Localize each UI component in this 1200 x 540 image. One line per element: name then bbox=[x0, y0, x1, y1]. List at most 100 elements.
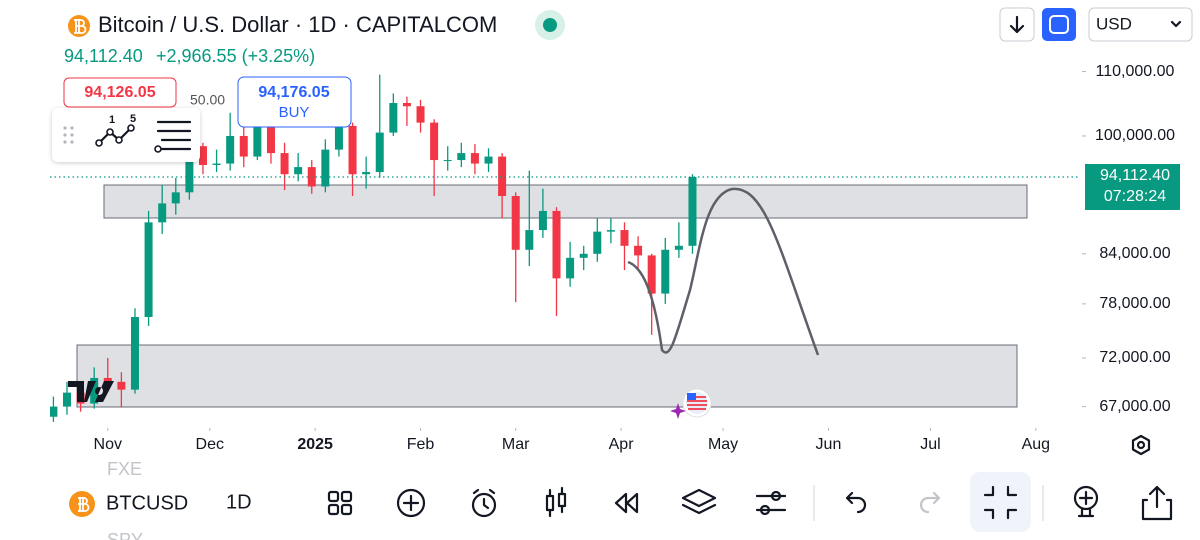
price-change: +2,966.55 (+3.25%) bbox=[156, 46, 315, 66]
x-tick-label: 2025 bbox=[297, 436, 333, 453]
trade-panel: 50.00 94,126.05 94,176.05 BUY bbox=[63, 76, 352, 128]
menu-icon[interactable] bbox=[156, 120, 192, 151]
settings-icon[interactable] bbox=[1131, 434, 1151, 456]
x-tick-label: Mar bbox=[502, 436, 530, 453]
candle-body bbox=[239, 135, 248, 157]
buy-button[interactable] bbox=[237, 76, 352, 128]
x-tick-label: Feb bbox=[407, 436, 435, 453]
candle-body bbox=[212, 163, 221, 165]
buy-label: BUY bbox=[279, 104, 310, 121]
candle-body bbox=[50, 406, 58, 417]
x-tick-label: Aug bbox=[1022, 436, 1050, 453]
candle-body bbox=[348, 125, 357, 175]
object-tree-icon[interactable] bbox=[1073, 485, 1099, 518]
candle-body bbox=[334, 125, 343, 150]
resistance-zone bbox=[103, 184, 1028, 219]
grip bbox=[63, 126, 74, 144]
currency-select[interactable] bbox=[1088, 7, 1193, 42]
tradingview-logo bbox=[68, 381, 114, 402]
sync-button[interactable] bbox=[1042, 8, 1076, 41]
candle-body bbox=[525, 230, 534, 250]
candle-body bbox=[498, 156, 507, 197]
undo-icon[interactable] bbox=[845, 491, 867, 514]
candle-body bbox=[144, 222, 153, 317]
candle-body bbox=[389, 103, 398, 133]
currency-label: USD bbox=[1096, 14, 1132, 33]
y-tick-label: 78,000.00 bbox=[1099, 295, 1170, 312]
chart-type-icon[interactable] bbox=[545, 486, 567, 518]
layers-icon[interactable] bbox=[681, 488, 717, 515]
candle-body bbox=[117, 381, 126, 390]
sell-price: 94,126.05 bbox=[84, 84, 155, 101]
countdown-label: 07:28:24 bbox=[1104, 188, 1166, 205]
candle-body bbox=[130, 316, 139, 390]
x-tick-label: Jul bbox=[920, 436, 940, 453]
flag-stripes bbox=[687, 396, 707, 410]
symbol-title: Bitcoin / U.S. Dollar · 1D · CAPITALCOM bbox=[98, 12, 497, 37]
add-icon[interactable] bbox=[396, 488, 426, 518]
last-price-box bbox=[1085, 163, 1180, 210]
candle-body bbox=[375, 132, 384, 173]
candle-body bbox=[566, 257, 575, 279]
candle-body bbox=[280, 153, 289, 175]
y-tick-label: 72,000.00 bbox=[1099, 349, 1170, 366]
y-tick-label: 67,000.00 bbox=[1099, 398, 1170, 415]
line-tool-icon[interactable] bbox=[97, 126, 133, 145]
download-icon bbox=[1009, 15, 1025, 34]
share-icon[interactable] bbox=[1141, 485, 1173, 521]
redo-icon[interactable] bbox=[919, 491, 941, 514]
candle-body bbox=[620, 230, 629, 246]
watchlist-symbol: FXE bbox=[107, 459, 142, 479]
watchlist-symbol: SPY bbox=[107, 530, 143, 540]
candle-body bbox=[402, 103, 411, 107]
candle-body bbox=[266, 125, 275, 154]
candle-body bbox=[321, 149, 330, 187]
y-tick-label: 84,000.00 bbox=[1099, 245, 1170, 262]
interval-button[interactable]: 1D bbox=[226, 491, 252, 513]
candle-body bbox=[538, 210, 547, 231]
candle-body bbox=[103, 377, 112, 382]
candle-body bbox=[606, 230, 615, 232]
candle-body bbox=[416, 106, 425, 123]
candle-body bbox=[661, 249, 670, 294]
sell-button[interactable] bbox=[63, 77, 177, 108]
replay-icon[interactable] bbox=[614, 492, 639, 514]
last-price-label: 94,112.40 bbox=[1100, 167, 1170, 184]
fullscreen-button[interactable] bbox=[970, 472, 1031, 532]
y-tick-label: 110,000.00 bbox=[1096, 63, 1175, 80]
candle-body bbox=[457, 153, 466, 161]
support-zone bbox=[76, 344, 1018, 408]
candle-body bbox=[362, 172, 371, 175]
drawing-toolbar: 1 5 bbox=[52, 108, 200, 162]
market-status-dot bbox=[543, 18, 557, 32]
candle-body bbox=[688, 176, 697, 246]
toolbar-panel bbox=[52, 108, 200, 162]
x-tick-label: Nov bbox=[94, 436, 122, 453]
projection-curve bbox=[627, 187, 820, 356]
x-tick-label: Jun bbox=[816, 436, 842, 453]
candle-body bbox=[470, 153, 479, 164]
candle-body bbox=[226, 135, 235, 164]
candle-body bbox=[62, 392, 71, 407]
bitcoin-glyph bbox=[74, 19, 87, 34]
candle-body bbox=[430, 122, 439, 161]
collapse-icon bbox=[983, 485, 1018, 520]
alert-icon[interactable] bbox=[471, 488, 497, 518]
candle-body bbox=[552, 210, 561, 279]
candle-body bbox=[674, 245, 683, 250]
x-tick-label: Dec bbox=[196, 436, 224, 453]
candle-body bbox=[90, 377, 99, 404]
buy-price: 94,176.05 bbox=[258, 84, 329, 101]
candle-body bbox=[484, 156, 493, 164]
x-tick-label: Apr bbox=[609, 436, 635, 453]
sparkle bbox=[670, 403, 686, 419]
header: Bitcoin / U.S. Dollar · 1D · CAPITALCOM … bbox=[64, 7, 1193, 66]
y-tick-label: 100,000.00 bbox=[1095, 127, 1175, 144]
settings-sliders[interactable] bbox=[755, 490, 787, 516]
candle-body bbox=[579, 253, 588, 258]
candle-body bbox=[185, 146, 194, 193]
candle-body bbox=[171, 192, 180, 204]
symbol-button[interactable]: BTCUSD bbox=[106, 492, 188, 514]
grid-icon[interactable] bbox=[327, 490, 353, 516]
